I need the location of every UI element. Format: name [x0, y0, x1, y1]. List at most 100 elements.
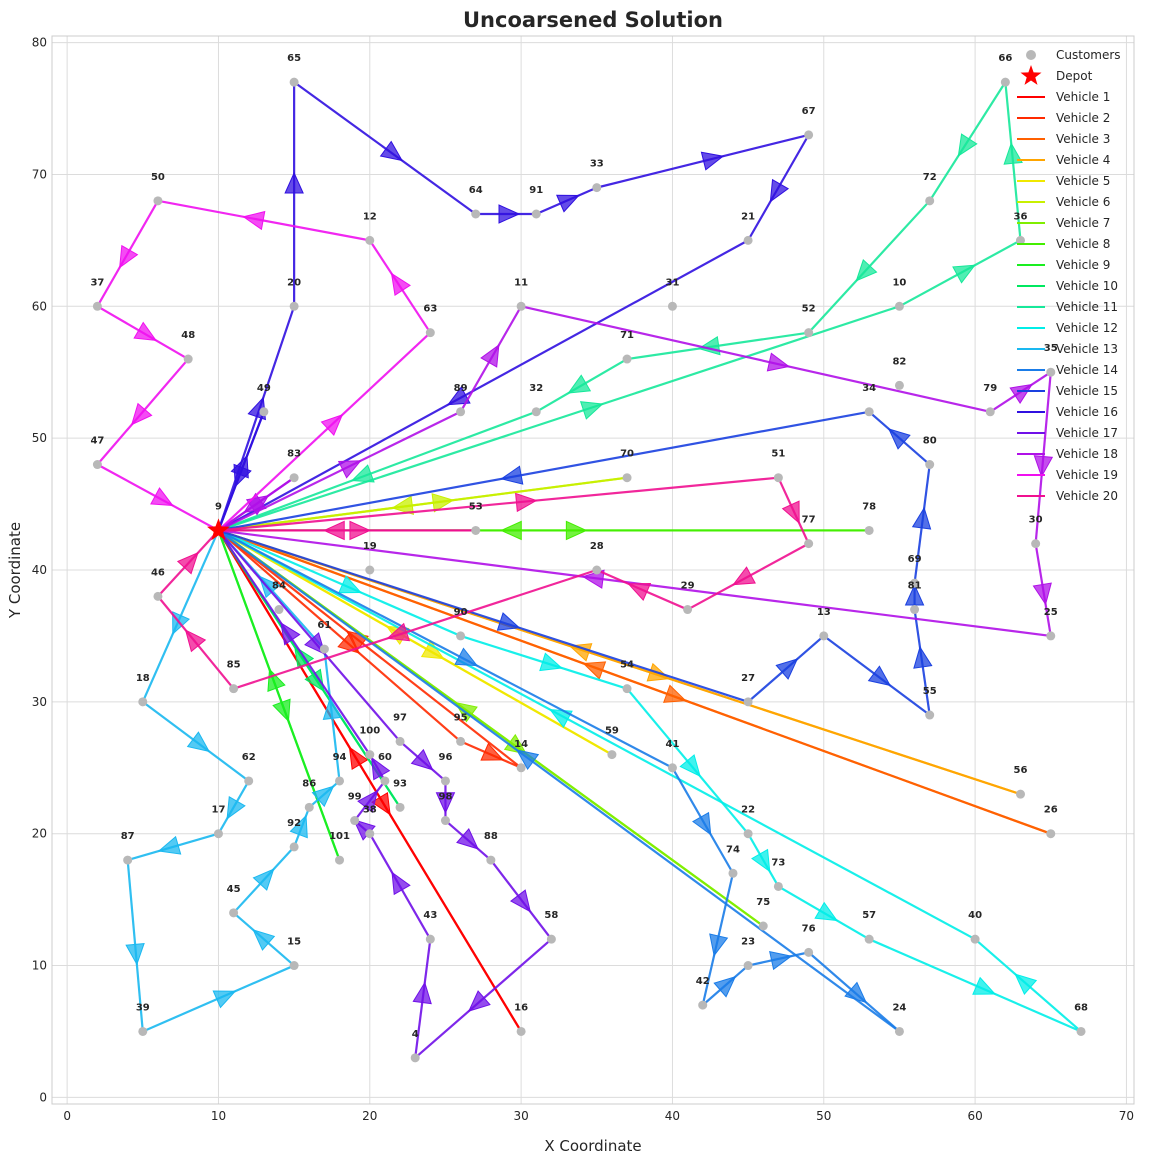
route-arrow	[904, 583, 925, 606]
customer-label: 11	[514, 277, 528, 288]
customer-point	[743, 697, 753, 707]
customer-label: 46	[151, 567, 165, 578]
customer-label: 82	[892, 356, 906, 367]
customer-label: 68	[1074, 1002, 1088, 1013]
customer-point	[486, 855, 496, 865]
y-tick-label: 70	[32, 167, 47, 181]
customer-label: 30	[1029, 515, 1043, 526]
route-arrow	[130, 402, 153, 426]
customer-label: 53	[469, 501, 483, 512]
customer-label: 40	[968, 910, 982, 921]
legend: Customers Depot Vehicle 1 Vehicle 2 Vehicle …	[1017, 48, 1121, 503]
route-arrow	[713, 975, 737, 998]
customer-point	[804, 539, 814, 549]
route-segment	[233, 568, 598, 690]
y-tick-label: 20	[32, 827, 47, 841]
customer-label: 39	[136, 1002, 150, 1013]
route-segment	[217, 529, 371, 756]
customer-label: 99	[348, 792, 362, 803]
customer-point	[471, 525, 481, 535]
route-segment	[217, 529, 462, 743]
route-arrow	[125, 943, 145, 966]
customer-label: 79	[983, 383, 997, 394]
legend-series-label: Vehicle 20	[1056, 489, 1118, 503]
route-segment	[218, 529, 1051, 638]
route-arrow	[579, 401, 604, 420]
customer-point	[546, 934, 556, 944]
customer-point	[910, 578, 920, 588]
route-arrow	[515, 749, 540, 771]
customer-point	[183, 354, 193, 364]
route-arrow	[709, 933, 729, 957]
route-arrow	[913, 645, 933, 669]
route-arrow	[887, 428, 911, 450]
customer-label: 43	[423, 910, 437, 921]
customer-label: 31	[665, 277, 679, 288]
route-arrow	[814, 901, 839, 922]
customer-point	[667, 301, 677, 311]
customer-point	[592, 183, 602, 193]
customer-point	[667, 763, 677, 773]
route-segment	[218, 410, 870, 532]
customer-label: 22	[741, 805, 755, 816]
customer-point	[289, 842, 299, 852]
customer-label: 12	[363, 211, 377, 222]
route-arrow	[581, 569, 605, 589]
route-arrow	[242, 210, 266, 231]
legend-series-label: Vehicle 2	[1056, 111, 1110, 125]
legend-series-label: Vehicle 9	[1056, 258, 1110, 272]
customer-point	[425, 328, 435, 338]
route-arrow	[498, 204, 521, 224]
customer-point	[425, 934, 435, 944]
route-arrow	[357, 789, 379, 814]
customer-point	[456, 736, 466, 746]
route-arrow	[289, 814, 308, 839]
route-segment	[218, 529, 749, 703]
plot-frame	[51, 35, 1135, 1105]
customer-point	[743, 961, 753, 971]
route-arrow	[311, 785, 335, 808]
customer-label: 61	[317, 620, 331, 631]
grid	[52, 36, 1134, 1104]
customer-label: 59	[605, 726, 619, 737]
x-tick-label: 0	[63, 1109, 71, 1123]
route-segment	[217, 410, 462, 532]
customer-point	[244, 776, 254, 786]
customer-label: 21	[741, 211, 755, 222]
route-arrow	[1014, 973, 1038, 995]
route-arrow	[567, 374, 592, 394]
customer-point	[864, 934, 874, 944]
customer-label: 83	[287, 449, 301, 460]
y-axis-label: Y Coordinate	[6, 522, 24, 619]
customer-point	[138, 697, 148, 707]
customer-label: 14	[514, 739, 528, 750]
customer-label: 24	[892, 1002, 906, 1013]
customer-label: 96	[438, 752, 452, 763]
customer-label: 87	[121, 831, 135, 842]
customer-label: 60	[378, 752, 392, 763]
legend-series-label: Vehicle 11	[1056, 300, 1118, 314]
route-arrow	[350, 464, 375, 483]
customer-point	[289, 473, 299, 483]
route-arrow	[390, 272, 411, 297]
customer-point	[138, 1026, 148, 1036]
route-segment	[157, 199, 370, 242]
customer-point	[804, 130, 814, 140]
customer-point	[229, 908, 239, 918]
x-tick-labels: 0 10 20 30 40 50 60 70	[63, 1109, 1134, 1123]
customer-label: 74	[726, 844, 740, 855]
customer-label: 65	[287, 53, 301, 64]
customer-point	[289, 301, 299, 311]
customer-label: 27	[741, 673, 755, 684]
customer-point	[153, 591, 163, 601]
customer-point	[319, 644, 329, 654]
customer-point	[1031, 539, 1041, 549]
route-segment	[217, 529, 976, 941]
customer-label: 54	[620, 660, 634, 671]
y-tick-label: 10	[32, 959, 47, 973]
route-arrow	[184, 629, 207, 653]
y-tick-label: 60	[32, 299, 47, 313]
customer-point	[985, 407, 995, 417]
depot-marker	[207, 518, 230, 541]
